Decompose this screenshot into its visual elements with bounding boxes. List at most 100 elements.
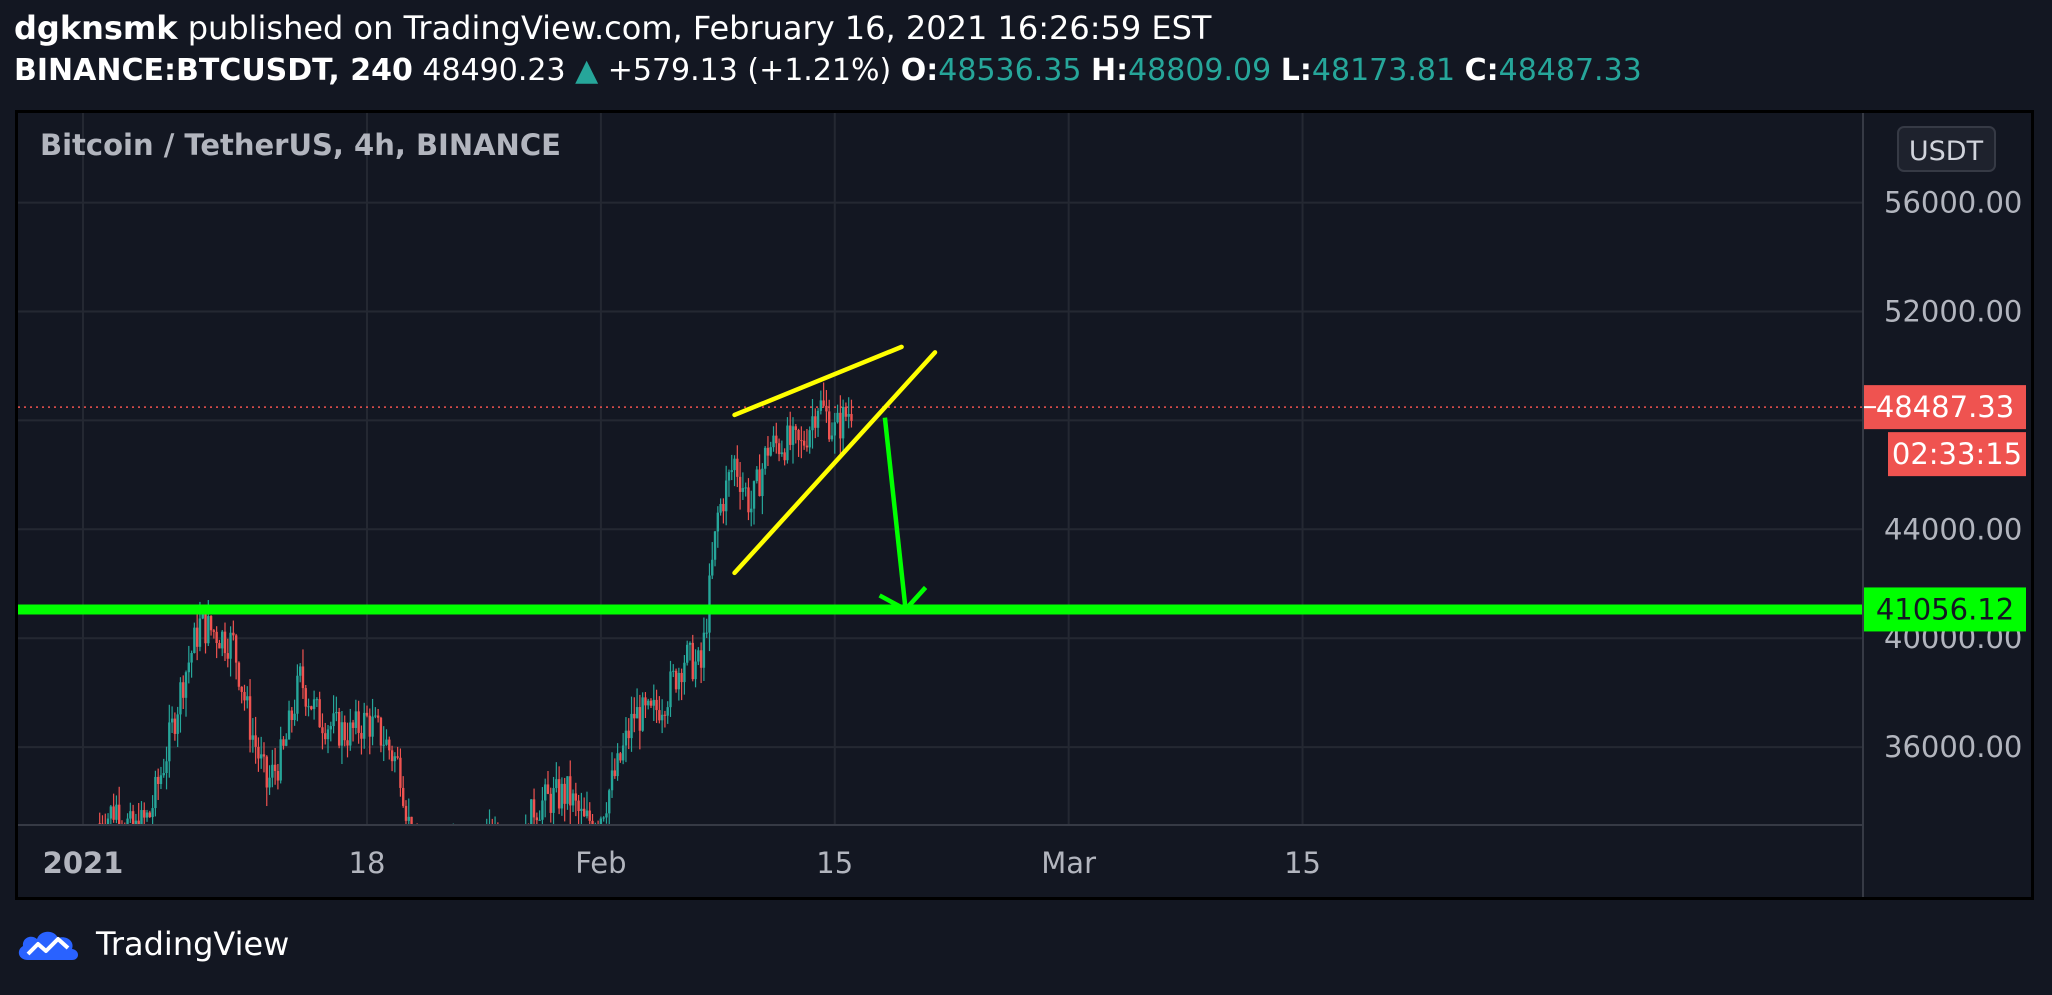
currency-button[interactable] (1897, 126, 1996, 172)
candle-body (293, 713, 296, 721)
candle (148, 810, 152, 818)
candle (212, 629, 216, 639)
candle (296, 664, 299, 722)
candle (265, 755, 268, 807)
candle-body (112, 806, 115, 820)
candle-body (365, 712, 369, 716)
candle-body (310, 706, 313, 710)
candle-body (713, 531, 717, 560)
author-name[interactable]: dgknsmk (14, 9, 178, 47)
candle (652, 684, 655, 722)
tradingview-brand[interactable]: TradingView (96, 925, 290, 963)
candle-body (752, 481, 756, 509)
published-text: published on TradingView.com, February 1… (187, 9, 1212, 47)
candle-body (750, 508, 753, 513)
candle-body (716, 512, 720, 532)
x-tick-label: 15 (816, 846, 853, 880)
candle (293, 699, 296, 726)
candle (585, 791, 589, 819)
candle (371, 698, 374, 746)
candle-body (780, 452, 784, 455)
x-tick-label: Mar (1041, 846, 1096, 880)
candle-body (819, 400, 823, 411)
candle (588, 802, 591, 829)
candle (393, 752, 397, 773)
candle-body (783, 452, 786, 461)
candle (624, 717, 628, 763)
candle (543, 778, 547, 818)
candle-body (379, 717, 383, 746)
candle (733, 455, 736, 487)
candle (839, 395, 842, 456)
candle (232, 620, 235, 641)
candle (193, 622, 196, 654)
candle-body (727, 472, 731, 481)
wedge-lower-trendline[interactable] (732, 350, 938, 576)
candle-body (797, 429, 800, 441)
candle (783, 448, 786, 466)
candle (218, 639, 221, 649)
candle (340, 711, 344, 765)
candle-body (154, 776, 157, 809)
candle-body (599, 818, 603, 827)
candle-body (816, 410, 820, 428)
candle (368, 708, 371, 755)
candle-body (243, 691, 246, 701)
candle-body (705, 632, 708, 634)
candle (699, 642, 703, 684)
candle (243, 684, 246, 711)
candle-body (321, 727, 324, 734)
candle (98, 812, 101, 826)
countdown-badge (1888, 432, 2026, 477)
candle-body (315, 699, 319, 701)
candle (187, 645, 191, 684)
wedge-upper-trendline[interactable] (732, 344, 904, 418)
candle-body (563, 783, 566, 804)
candle-body (685, 644, 689, 663)
level-price-badge (1864, 587, 2026, 632)
candle-body (215, 631, 218, 644)
price-chart[interactable]: 56000.0052000.0044000.0040000.0036000.00… (18, 113, 2031, 897)
candle-body (265, 756, 268, 788)
candle (337, 707, 341, 749)
quote-line: BINANCE:BTCUSDT, 240 48490.23 ▲ +579.13 … (14, 50, 2044, 92)
candle-body (282, 739, 285, 746)
candle-body (298, 666, 302, 676)
candle-body (179, 682, 182, 715)
candle (750, 490, 753, 527)
candle-body (332, 713, 335, 727)
currency-button-label[interactable]: USDT (1909, 136, 1984, 167)
candle (761, 463, 764, 515)
candle (789, 411, 792, 451)
change-up-icon: ▲ (575, 53, 599, 88)
candle (658, 696, 661, 724)
candle-body (577, 800, 580, 812)
candle (752, 480, 756, 525)
candle-body (268, 777, 271, 788)
down-arrow-annotation[interactable] (882, 417, 908, 610)
candle-body (571, 793, 575, 806)
candle-body (702, 632, 706, 668)
candle (691, 634, 694, 682)
candle (346, 722, 349, 758)
candle-body (827, 411, 831, 440)
candle-body (619, 753, 622, 761)
candle-body (218, 643, 221, 649)
candle (705, 618, 708, 638)
candle (683, 655, 686, 695)
candle (716, 506, 720, 548)
candle-body (351, 722, 355, 728)
candle-body (805, 445, 809, 448)
candle-body (388, 739, 391, 751)
candle-body (624, 730, 628, 746)
candle (304, 684, 307, 716)
candle-body (588, 810, 591, 821)
candle (666, 701, 669, 724)
candle (240, 686, 243, 704)
chart-panel[interactable]: 56000.00 52000.00 44000.00 40000.00 36000.00… (15, 110, 2034, 900)
candle (811, 399, 814, 449)
candle-body (401, 787, 405, 806)
last-price-badge (1864, 385, 2026, 430)
candle-body (660, 714, 664, 721)
candle (162, 758, 165, 778)
